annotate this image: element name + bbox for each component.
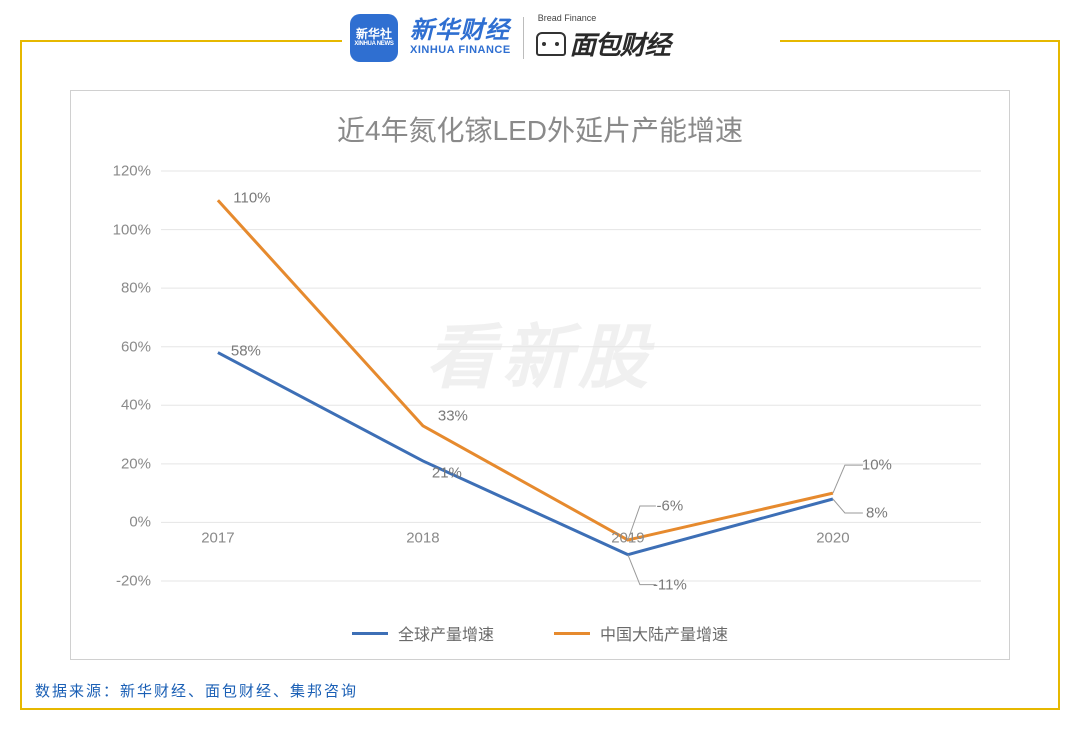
chart-legend: 全球产量增速 中国大陆产量增速	[71, 621, 1009, 645]
bread-en: Bread Finance	[538, 13, 597, 23]
legend-item: 中国大陆产量增速	[554, 621, 728, 645]
xinhua-badge-en: XINHUA NEWS	[354, 41, 393, 48]
xinhua-logo-text: 新华财经 XINHUA FINANCE	[410, 19, 511, 56]
bread-cn: 面包财经	[570, 25, 670, 62]
legend-swatch	[352, 632, 388, 635]
chart-card: 近4年氮化镓LED外延片产能增速 看新股 -20%0%20%40%60%80%1…	[70, 90, 1010, 660]
legend-swatch	[554, 632, 590, 635]
legend-item: 全球产量增速	[352, 621, 494, 645]
bread-icon	[536, 32, 566, 56]
y-axis-tick-label: 60%	[121, 338, 161, 355]
xinhua-en: XINHUA FINANCE	[410, 45, 511, 56]
y-axis-tick-label: -20%	[116, 573, 161, 590]
chart-title: 近4年氮化镓LED外延片产能增速	[71, 109, 1009, 149]
bread-logo: Bread Finance 面包财经	[536, 13, 670, 62]
y-axis-tick-label: 100%	[113, 221, 161, 238]
xinhua-cn: 新华财经	[410, 19, 511, 43]
x-axis-category-label: 2020	[816, 530, 849, 547]
xinhua-badge-cn: 新华社	[356, 28, 392, 41]
y-axis-tick-label: 40%	[121, 397, 161, 414]
xinhua-badge: 新华社 XINHUA NEWS	[350, 14, 398, 62]
x-axis-category-label: 2018	[406, 530, 439, 547]
source-line: 数据来源：新华财经、面包财经、集邦咨询	[35, 680, 358, 701]
legend-label: 全球产量增速	[398, 621, 494, 645]
y-axis-tick-label: 80%	[121, 280, 161, 297]
y-axis-tick-label: 0%	[129, 514, 161, 531]
chart-svg	[161, 171, 981, 581]
y-axis-tick-label: 120%	[113, 163, 161, 180]
y-axis-tick-label: 20%	[121, 455, 161, 472]
legend-label: 中国大陆产量增速	[600, 621, 728, 645]
logo-bar: 新华社 XINHUA NEWS 新华财经 XINHUA FINANCE Brea…	[350, 10, 780, 65]
x-axis-category-label: 2017	[201, 530, 234, 547]
chart-plot-area: -20%0%20%40%60%80%100%120%20172018201920…	[161, 171, 981, 581]
logo-separator	[523, 17, 524, 59]
x-axis-category-label: 2019	[611, 530, 644, 547]
